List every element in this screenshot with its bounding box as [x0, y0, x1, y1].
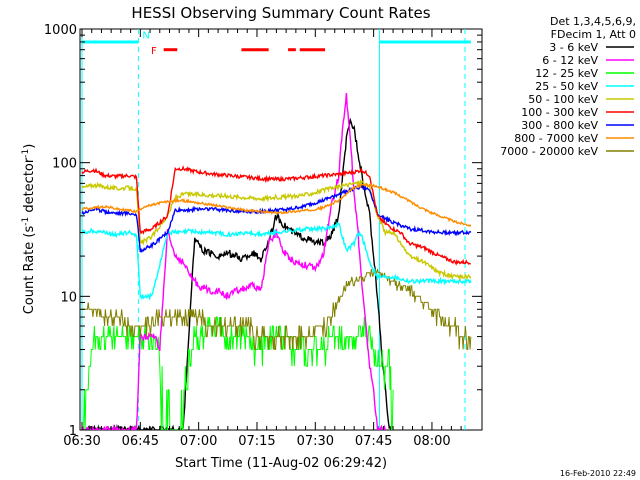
x-tick-label-6: 08:00: [413, 434, 450, 449]
plot-frame: [79, 28, 483, 431]
legend: Det 1,3,4,5,6,9, FDecim 1, Att 0 3 - 6 k…: [500, 15, 636, 158]
chart-title: HESSI Observing Summary Count Rates: [131, 4, 430, 22]
y-tick-label-0: 1: [69, 424, 77, 439]
y-tick-label-1: 10: [60, 290, 77, 305]
legend-label-8: 7000 - 20000 keV: [500, 145, 598, 158]
series-line-5: [81, 165, 471, 266]
flag-bars: [82, 40, 471, 52]
legend-label-4: 50 - 100 keV: [528, 93, 598, 106]
legend-header-line-2: FDecim 1, Att 0: [551, 28, 636, 41]
x-tick-label-2: 07:00: [180, 434, 217, 449]
legend-label-2: 12 - 25 keV: [535, 67, 598, 80]
y-axis-label-sup1: -1: [21, 217, 31, 226]
x-axis-label: Start Time (11-Aug-02 06:29:42): [175, 456, 387, 471]
x-tick-label-4: 07:30: [297, 434, 334, 449]
x-tick-label-3: 07:15: [238, 434, 275, 449]
y-axis-label-sup2: -1: [21, 149, 31, 158]
series-lines: [81, 92, 472, 430]
y-axis-ticks: 1 10 100 1000: [44, 23, 482, 439]
series-line-4: [81, 178, 472, 282]
y-axis-label-close: ): [22, 144, 37, 149]
annotation-n: N: [142, 30, 149, 41]
legend-label-1: 6 - 12 keV: [542, 54, 598, 67]
legend-label-6: 300 - 800 keV: [521, 119, 598, 132]
y-axis-label: Count Rate (s-1 detector-1): [21, 144, 37, 315]
annotation-f: F: [151, 46, 157, 57]
x-tick-label-1: 06:45: [122, 434, 159, 449]
y-tick-label-3: 1000: [44, 23, 77, 38]
legend-label-3: 25 - 50 keV: [535, 80, 598, 93]
legend-label-0: 3 - 6 keV: [549, 41, 598, 54]
legend-label-7: 800 - 7000 keV: [514, 132, 598, 145]
y-axis-label-main: Count Rate (s: [22, 226, 37, 315]
series-line-7: [81, 182, 472, 227]
legend-header-line-1: Det 1,3,4,5,6,9,: [550, 15, 636, 28]
y-tick-label-2: 100: [52, 157, 77, 172]
x-axis-ticks: 06:30 06:45 07:00 07:15 07:30 07:45 08:00: [63, 29, 462, 449]
footer-timestamp: 16-Feb-2010 22:49: [560, 469, 636, 478]
legend-label-5: 100 - 300 keV: [521, 106, 598, 119]
y-axis-label-mid: detector: [22, 157, 37, 217]
x-tick-label-5: 07:45: [355, 434, 392, 449]
series-line-8: [82, 268, 472, 350]
series-line-3: [81, 221, 472, 302]
annotations: NF: [142, 30, 157, 57]
x-tick-label-0: 06:30: [63, 434, 100, 449]
series-line-6: [81, 182, 472, 254]
